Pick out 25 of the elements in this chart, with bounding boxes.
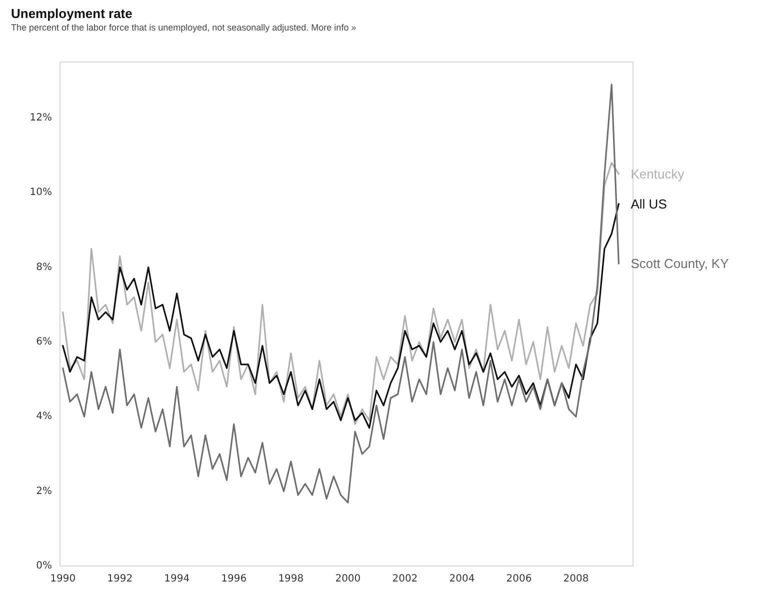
series-label: Scott County, KY bbox=[630, 256, 730, 272]
y-tick-label: 6% bbox=[36, 336, 52, 348]
chart-title: Unemployment rate bbox=[11, 6, 132, 21]
series-label: Kentucky bbox=[630, 166, 685, 182]
x-tick-label: 2002 bbox=[392, 574, 418, 584]
x-tick-label: 2000 bbox=[335, 574, 361, 584]
x-tick-label: 1998 bbox=[278, 574, 304, 584]
y-tick-label: 2% bbox=[36, 486, 52, 497]
line-series bbox=[62, 203, 620, 429]
x-tick-label: 2004 bbox=[449, 574, 475, 584]
x-tick-label: 1990 bbox=[50, 574, 76, 584]
x-tick-label: 1994 bbox=[164, 574, 190, 584]
line-series bbox=[62, 84, 620, 504]
y-tick-label: 4% bbox=[36, 411, 52, 422]
y-tick-label: 0% bbox=[36, 560, 52, 572]
chart-subtitle: The percent of the labor force that is unemployed, not seasonally adjusted. More info » bbox=[11, 22, 356, 32]
y-tick-label: 8% bbox=[36, 262, 52, 273]
x-tick-label: 1996 bbox=[221, 574, 247, 584]
y-tick-label: 10% bbox=[30, 187, 52, 198]
line-series bbox=[62, 162, 620, 425]
x-tick-label: 2008 bbox=[563, 574, 589, 584]
y-tick-label: 12% bbox=[30, 112, 52, 124]
series-label: All US bbox=[630, 196, 668, 212]
x-tick-label: 2006 bbox=[506, 574, 532, 584]
x-tick-label: 1992 bbox=[107, 574, 133, 584]
